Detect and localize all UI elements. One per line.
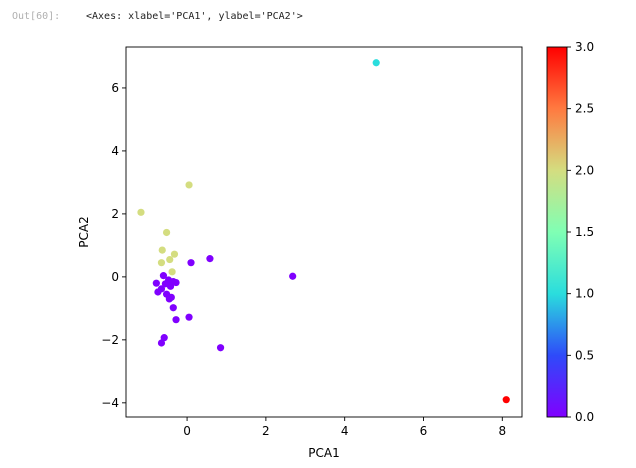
data-point bbox=[137, 208, 145, 216]
data-point bbox=[162, 228, 171, 237]
colorbar-tick-label: 3.0 bbox=[575, 40, 594, 54]
colorbar-tick-label: 0.5 bbox=[575, 348, 594, 362]
data-point bbox=[502, 396, 510, 404]
data-point bbox=[168, 268, 176, 276]
data-point bbox=[289, 272, 297, 280]
output-text: <Axes: xlabel='PCA1', ylabel='PCA2'> bbox=[86, 11, 303, 22]
data-point bbox=[154, 288, 162, 296]
colorbar-tick-label: 1.5 bbox=[575, 225, 594, 239]
data-point bbox=[172, 278, 180, 287]
colorbar-tick-label: 0.0 bbox=[575, 410, 594, 424]
data-point bbox=[216, 344, 225, 352]
data-point bbox=[206, 255, 214, 263]
data-point bbox=[166, 255, 174, 264]
data-point bbox=[372, 59, 380, 67]
y-tick-label: 0 bbox=[111, 270, 119, 284]
data-point bbox=[185, 313, 193, 321]
colorbar-tick-label: 2.5 bbox=[575, 102, 594, 116]
data-point bbox=[157, 339, 166, 347]
data-point bbox=[170, 250, 179, 258]
plot-frame bbox=[125, 46, 523, 418]
data-point bbox=[166, 282, 175, 290]
x-tick-label: 2 bbox=[262, 424, 270, 438]
x-tick-label: 6 bbox=[420, 424, 428, 438]
x-tick-label: 8 bbox=[498, 424, 506, 438]
colorbar-tick-label: 1.0 bbox=[575, 287, 594, 301]
x-tick-label: 0 bbox=[183, 424, 191, 438]
y-tick-label: 6 bbox=[111, 81, 119, 95]
data-point bbox=[157, 259, 166, 267]
y-tick-label: −2 bbox=[101, 333, 119, 347]
y-tick-label: −4 bbox=[101, 396, 119, 410]
data-point bbox=[169, 304, 177, 312]
output-prompt: Out[60]: bbox=[12, 11, 61, 22]
y-tick-label: 4 bbox=[111, 144, 119, 158]
data-point bbox=[159, 272, 168, 280]
data-point bbox=[152, 279, 160, 287]
colorbar-tick-label: 2.0 bbox=[575, 163, 594, 177]
data-point bbox=[158, 246, 166, 254]
x-tick-label: 4 bbox=[341, 424, 349, 438]
data-point bbox=[172, 316, 180, 324]
data-point bbox=[185, 181, 193, 189]
y-tick-label: 2 bbox=[111, 207, 119, 221]
data-point bbox=[187, 259, 195, 267]
x-axis-label: PCA1 bbox=[308, 446, 339, 460]
colorbar bbox=[546, 46, 568, 418]
data-point bbox=[160, 334, 168, 342]
y-axis-label: PCA2 bbox=[77, 216, 91, 247]
data-point bbox=[167, 293, 175, 301]
